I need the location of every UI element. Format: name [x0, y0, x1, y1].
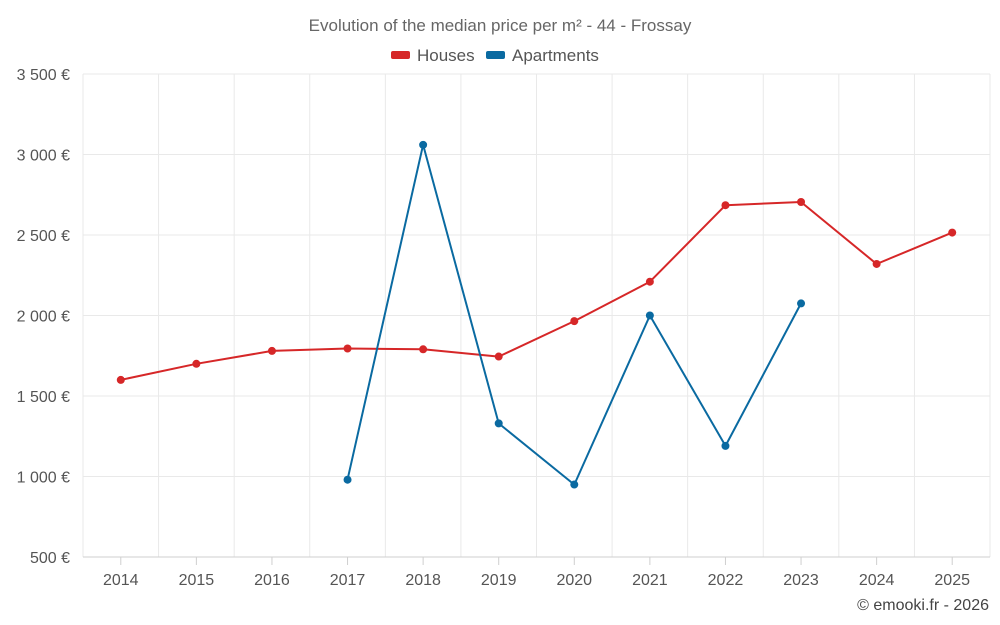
- x-axis-tick-labels: 2014 2015 2016 2017 2018 2019 2020 2021 2022 2023…: [103, 557, 970, 589]
- data-point-houses-2019[interactable]: [494, 352, 503, 361]
- data-point-apartments-2019[interactable]: [494, 419, 503, 428]
- data-point-apartments-2022[interactable]: [721, 441, 730, 450]
- series-line-apartments: [346, 143, 802, 486]
- data-point-houses-2016[interactable]: [267, 346, 276, 355]
- legend: Houses Apartments: [391, 46, 599, 65]
- x-tick-label: 2023: [783, 572, 819, 589]
- x-tick-label: 2016: [254, 572, 290, 589]
- x-tick-label: 2022: [708, 572, 744, 589]
- y-tick-label: 2 000 €: [17, 309, 70, 326]
- x-tick-label: 2014: [103, 572, 139, 589]
- data-point-apartments-2020[interactable]: [570, 480, 579, 489]
- data-point-apartments-2018[interactable]: [419, 140, 428, 149]
- series-line-houses: [120, 201, 953, 381]
- chart-title: Evolution of the median price per m² - 4…: [309, 16, 692, 35]
- legend-label-houses: Houses: [417, 46, 475, 65]
- data-point-houses-2018[interactable]: [419, 345, 428, 354]
- data-point-apartments-2021[interactable]: [645, 311, 654, 320]
- x-tick-label: 2019: [481, 572, 517, 589]
- y-tick-label: 1 500 €: [17, 389, 70, 406]
- legend-label-apartments: Apartments: [512, 46, 599, 65]
- data-point-houses-2024[interactable]: [872, 259, 881, 268]
- data-point-houses-2015[interactable]: [192, 359, 201, 368]
- legend-swatch-apartments: [486, 51, 505, 59]
- y-tick-label: 3 500 €: [17, 67, 70, 84]
- x-tick-label: 2020: [556, 572, 592, 589]
- x-tick-label: 2015: [179, 572, 215, 589]
- x-tick-label: 2024: [859, 572, 895, 589]
- x-tick-label: 2017: [330, 572, 366, 589]
- credit-text: © emooki.fr - 2026: [857, 597, 989, 614]
- data-point-apartments-2023[interactable]: [797, 299, 806, 308]
- data-point-houses-2022[interactable]: [721, 201, 730, 210]
- data-point-houses-2014[interactable]: [116, 375, 125, 384]
- data-point-houses-2023[interactable]: [797, 197, 806, 206]
- x-tick-label: 2025: [934, 572, 970, 589]
- gridlines: [82, 73, 991, 558]
- legend-swatch-houses: [391, 51, 410, 59]
- y-tick-label: 3 000 €: [17, 148, 70, 165]
- data-point-houses-2017[interactable]: [343, 344, 352, 353]
- data-point-apartments-2017[interactable]: [343, 475, 352, 484]
- y-axis-tick-labels: 500 € 1 000 € 1 500 € 2 000 € 2 500 € 3 000 €…: [17, 67, 70, 567]
- legend-item-houses[interactable]: Houses: [391, 46, 475, 65]
- legend-item-apartments[interactable]: Apartments: [486, 46, 599, 65]
- data-point-houses-2025[interactable]: [948, 228, 957, 237]
- series-layer: [116, 140, 957, 489]
- data-point-houses-2021[interactable]: [645, 277, 654, 286]
- y-tick-label: 2 500 €: [17, 228, 70, 245]
- x-tick-label: 2021: [632, 572, 668, 589]
- x-tick-label: 2018: [405, 572, 441, 589]
- y-tick-label: 500 €: [30, 550, 70, 567]
- y-tick-label: 1 000 €: [17, 470, 70, 487]
- data-point-houses-2020[interactable]: [570, 317, 579, 326]
